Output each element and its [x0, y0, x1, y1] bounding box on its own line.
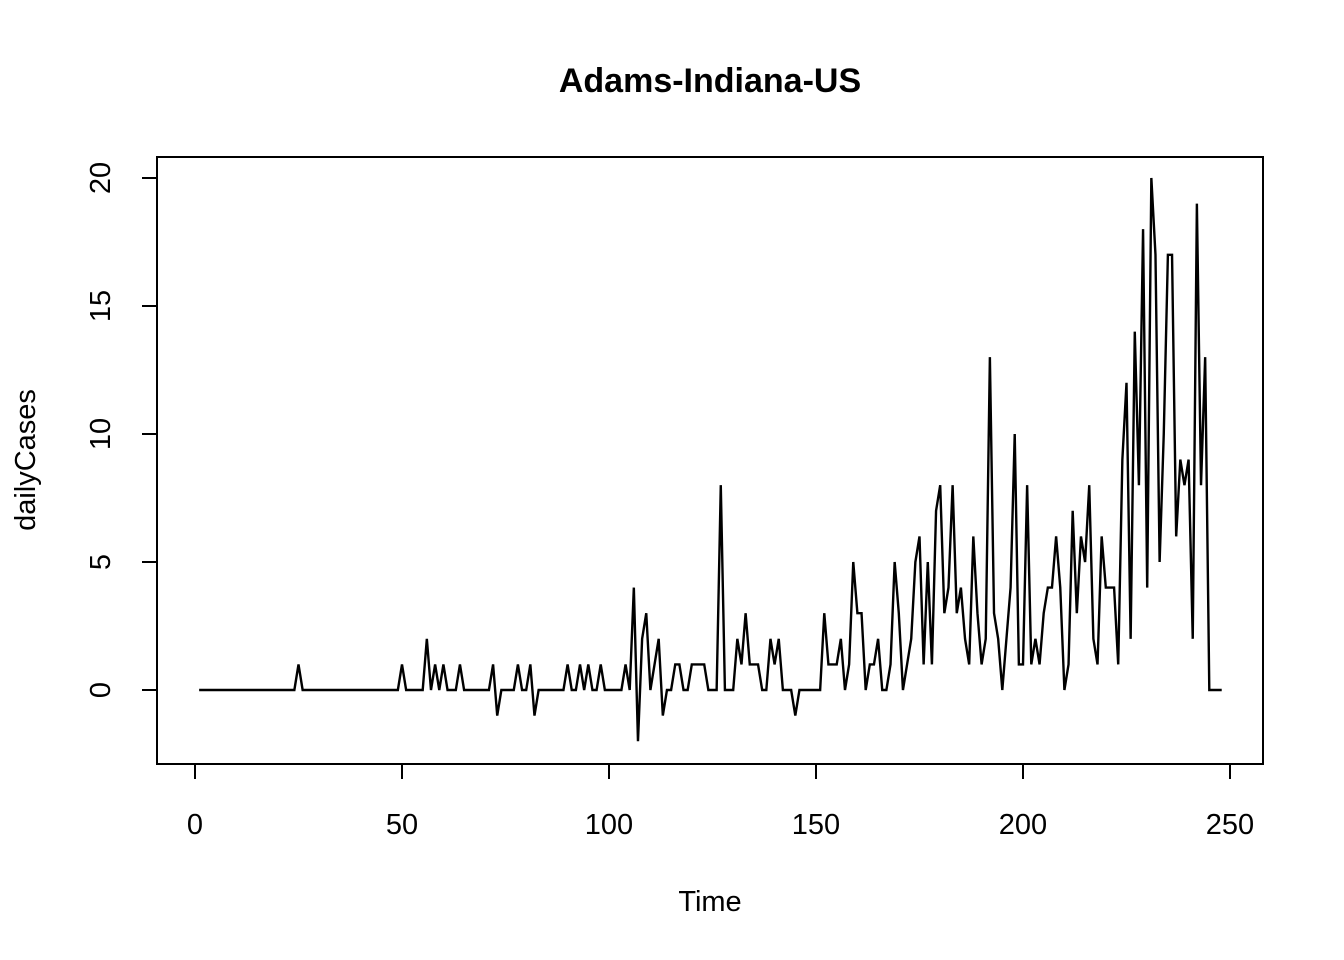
y-axis-label: dailyCases: [10, 389, 42, 531]
x-tick-label: 50: [386, 809, 418, 841]
chart-title: Adams-Indiana-US: [559, 62, 861, 100]
plot-frame: [156, 156, 1264, 765]
daily-cases-line: [199, 177, 1222, 742]
y-axis-ticks: 0 5 10 15 20: [85, 162, 157, 698]
x-tick-label: 100: [585, 809, 633, 841]
y-tick-label: 5: [85, 554, 117, 570]
x-axis-label: Time: [678, 886, 741, 918]
y-tick-label: 15: [85, 290, 117, 322]
x-axis-ticks: 0 50 100 150 200 250: [187, 764, 1254, 841]
y-tick-label: 20: [85, 162, 117, 194]
y-tick-label: 0: [85, 682, 117, 698]
x-tick-label: 250: [1206, 809, 1254, 841]
x-tick-label: 200: [999, 809, 1047, 841]
x-tick-label: 150: [792, 809, 840, 841]
x-tick-label: 0: [187, 809, 203, 841]
y-tick-label: 10: [85, 418, 117, 450]
